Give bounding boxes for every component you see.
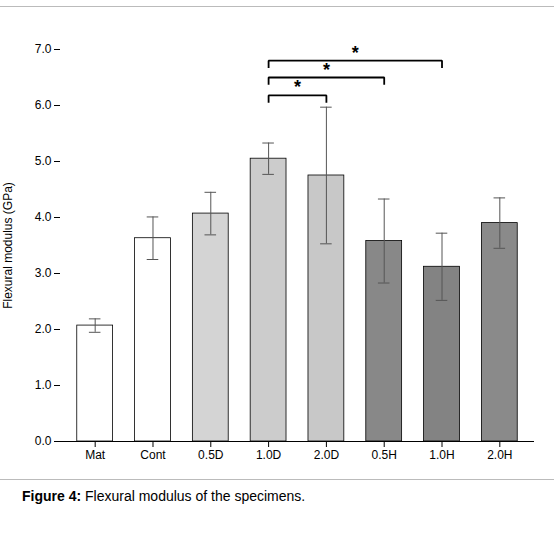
svg-text:3.0: 3.0: [35, 266, 52, 280]
svg-text:6.0: 6.0: [35, 98, 52, 112]
svg-text:5.0: 5.0: [35, 154, 52, 168]
svg-text:2.0: 2.0: [35, 322, 52, 336]
svg-text:4.0: 4.0: [35, 210, 52, 224]
svg-text:2.0D: 2.0D: [314, 448, 340, 462]
html-text:Figure 4: Flexural modulus of: Figure 4: Flexural modulus of the specim…: [22, 488, 306, 504]
svg-text:2.0H: 2.0H: [487, 448, 512, 462]
svg-text:*: *: [352, 43, 359, 63]
svg-text:7.0: 7.0: [35, 42, 52, 56]
svg-text:Cont: Cont: [140, 448, 166, 462]
svg-text:0.5D: 0.5D: [198, 448, 224, 462]
svg-text:0.0: 0.0: [35, 434, 52, 448]
svg-text:*: *: [323, 60, 330, 80]
svg-text:Mat: Mat: [85, 448, 106, 462]
svg-text:1.0H: 1.0H: [429, 448, 454, 462]
svg-text:1.0: 1.0: [35, 378, 52, 392]
svg-text:*: *: [294, 77, 301, 97]
svg-text:0.5H: 0.5H: [372, 448, 397, 462]
svg-text:1.0D: 1.0D: [256, 448, 282, 462]
svg-text:Flexural modulus (GPa): Flexural modulus (GPa): [1, 182, 15, 309]
